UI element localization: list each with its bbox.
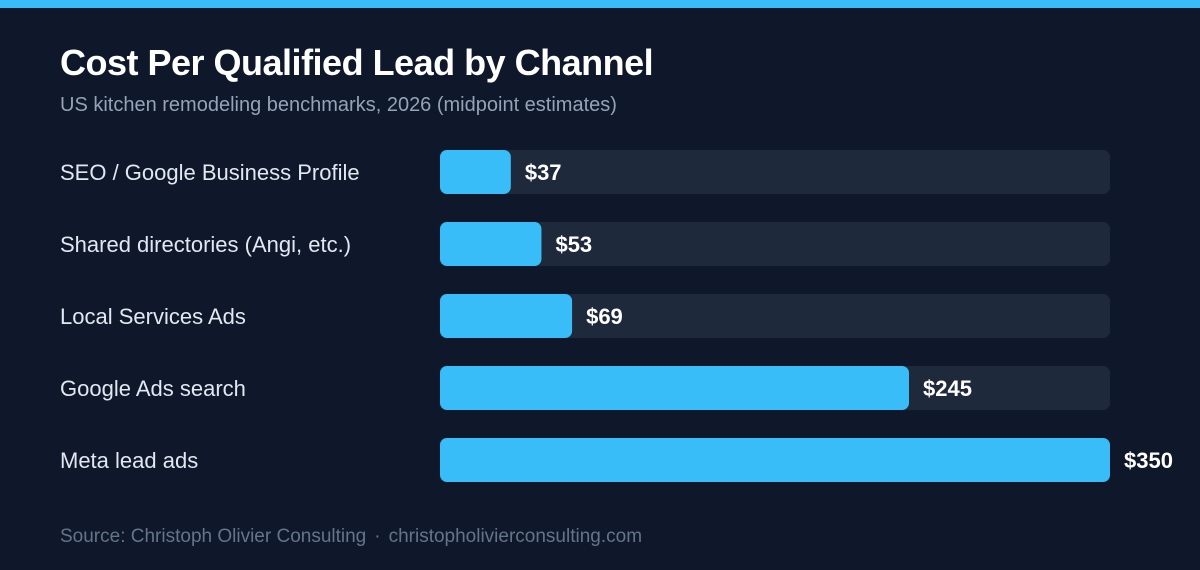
category-label: Meta lead ads [60,448,198,473]
value-label: $350 [1124,448,1173,473]
category-label: Local Services Ads [60,304,246,329]
category-label: SEO / Google Business Profile [60,160,360,185]
footer: Source: Christoph Olivier Consulting · chr… [60,526,642,548]
bar [440,366,909,410]
footer-website[interactable]: christopholivierconsulting.com [388,526,643,547]
category-label: Google Ads search [60,376,246,401]
bar [440,294,573,338]
bar-row: SEO / Google Business Profile $37 [60,150,1110,194]
value-label: $245 [923,376,972,401]
footer-separator: · [374,526,381,547]
chart-title: Cost Per Qualified Lead by Channel [60,42,654,83]
top-accent-bar [0,0,1200,8]
value-label: $53 [555,232,592,257]
bar [440,150,511,194]
value-label: $69 [586,304,623,329]
footer-source: Source: Christoph Olivier Consulting [60,526,367,547]
bar-row: Shared directories (Angi, etc.) $53 [60,222,1110,266]
bar-track [440,294,1110,338]
bar-track [440,222,1110,266]
bar [440,438,1110,482]
bar-track [440,150,1110,194]
category-label: Shared directories (Angi, etc.) [60,232,351,257]
bar-row: Meta lead ads $350 [60,438,1173,482]
bar-row: Google Ads search $245 [60,366,1110,410]
bar [440,222,542,266]
bar-row: Local Services Ads $69 [60,294,1110,338]
chart-subtitle: US kitchen remodeling benchmarks, 2026 (… [60,94,617,116]
value-label: $37 [525,160,562,185]
